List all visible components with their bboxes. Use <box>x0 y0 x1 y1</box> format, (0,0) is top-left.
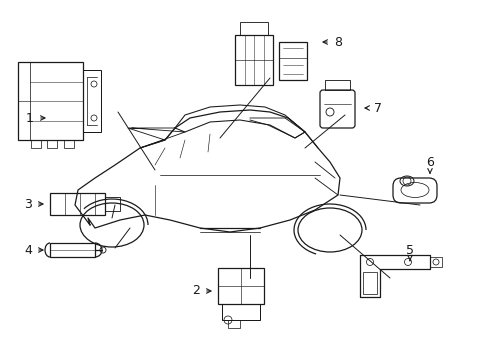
Bar <box>429 257 441 267</box>
Text: 6: 6 <box>425 156 433 168</box>
Bar <box>50 193 105 215</box>
Text: 1: 1 <box>26 112 34 125</box>
Bar <box>325 80 349 90</box>
Text: 5: 5 <box>405 243 413 256</box>
Bar <box>235 35 272 85</box>
Text: 8: 8 <box>333 36 341 49</box>
Bar <box>47 140 57 148</box>
Bar <box>218 268 264 304</box>
Text: 7: 7 <box>373 102 381 114</box>
Bar <box>63 140 73 148</box>
Bar <box>362 272 376 294</box>
Bar <box>18 62 83 140</box>
Bar <box>222 304 260 320</box>
Bar <box>31 140 41 148</box>
Text: 4: 4 <box>24 243 32 256</box>
Bar <box>83 70 101 132</box>
Text: 2: 2 <box>192 284 200 297</box>
Bar <box>279 42 306 80</box>
Bar <box>227 320 240 328</box>
Bar <box>105 197 120 211</box>
Text: 3: 3 <box>24 198 32 211</box>
Bar <box>50 243 95 257</box>
Bar <box>240 22 267 35</box>
